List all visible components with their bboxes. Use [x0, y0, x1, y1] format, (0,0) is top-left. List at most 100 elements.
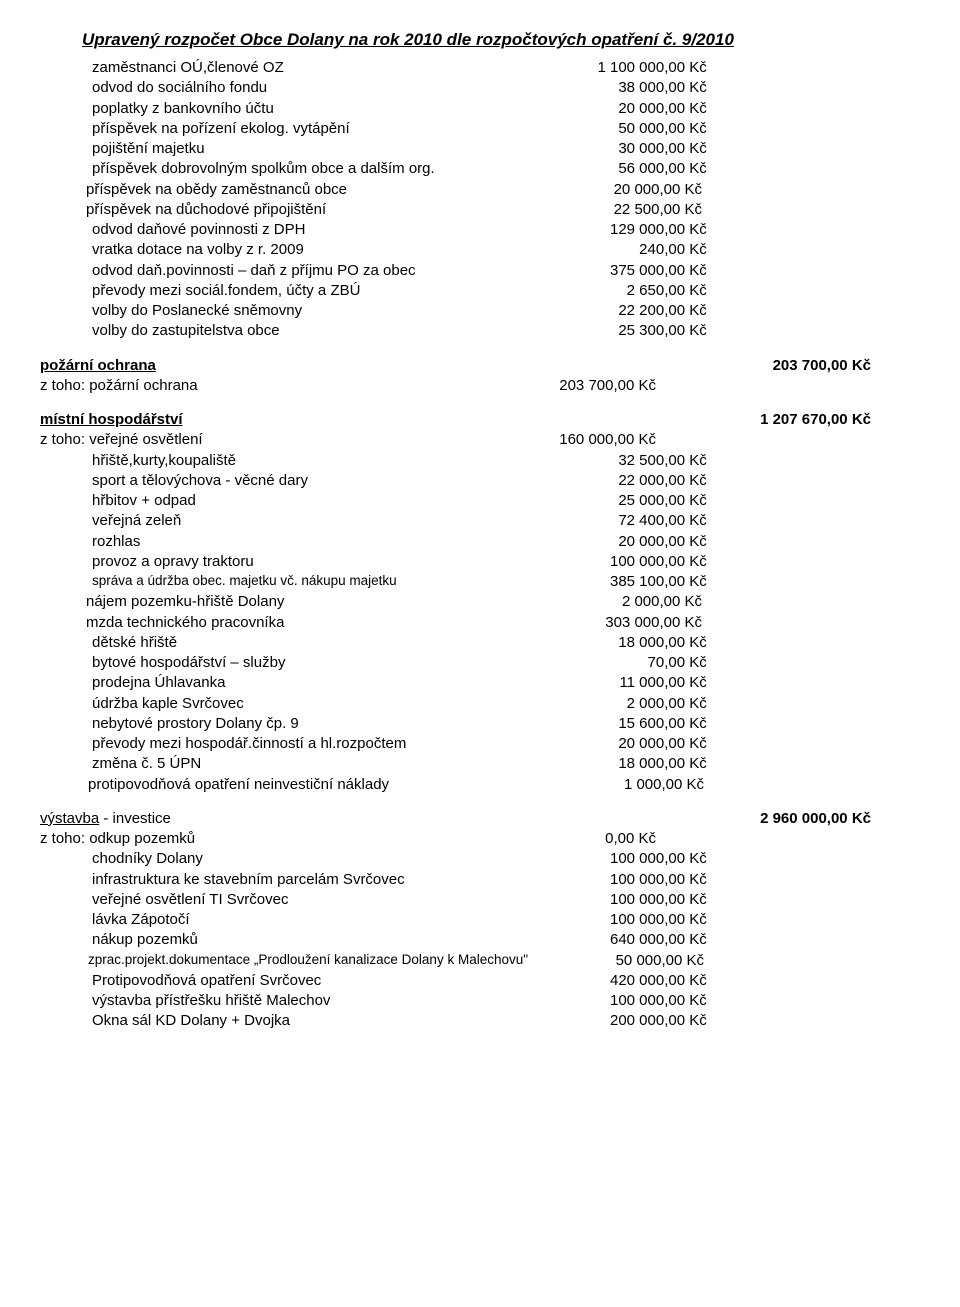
line-item: poplatky z bankovního účtu20 000,00 Kč — [40, 99, 920, 119]
line-value: 20 000,00 Kč — [552, 99, 707, 119]
line-label: prodejna Úhlavanka — [40, 673, 552, 693]
line-value: 385 100,00 Kč — [552, 572, 707, 592]
line-value: 20 000,00 Kč — [552, 734, 707, 754]
line-item: odvod daňové povinnosti z DPH129 000,00 … — [40, 220, 920, 240]
line-item: příspěvek na pořízení ekolog. vytápění50… — [40, 119, 920, 139]
line-item: nákup pozemků640 000,00 Kč — [40, 930, 920, 950]
line-value: 100 000,00 Kč — [552, 849, 707, 869]
line-value: 11 000,00 Kč — [552, 673, 707, 693]
line-value: 50 000,00 Kč — [552, 119, 707, 139]
line-item: lávka Zápotočí100 000,00 Kč — [40, 910, 920, 930]
line-item: z toho: veřejné osvětlení160 000,00 Kč — [40, 430, 920, 450]
page-title: Upravený rozpočet Obce Dolany na rok 201… — [82, 30, 920, 50]
section-title: výstavba — [40, 810, 99, 827]
line-item: dětské hřiště18 000,00 Kč — [40, 633, 920, 653]
line-item: příspěvek na obědy zaměstnanců obce20 00… — [40, 180, 920, 200]
line-label: nájem pozemku-hřiště Dolany — [40, 592, 546, 612]
line-value: 100 000,00 Kč — [552, 991, 707, 1011]
line-label: převody mezi sociál.fondem, účty a ZBÚ — [40, 281, 552, 301]
line-label: změna č. 5 ÚPN — [40, 754, 552, 774]
line-item: odvod do sociálního fondu38 000,00 Kč — [40, 78, 920, 98]
line-item: vratka dotace na volby z r. 2009240,00 K… — [40, 240, 920, 260]
line-value: 20 000,00 Kč — [552, 532, 707, 552]
line-item: Okna sál KD Dolany + Dvojka200 000,00 Kč — [40, 1011, 920, 1031]
line-item: provoz a opravy traktoru100 000,00 Kč — [40, 552, 920, 572]
line-item: prodejna Úhlavanka11 000,00 Kč — [40, 673, 920, 693]
line-label: převody mezi hospodář.činností a hl.rozp… — [40, 734, 552, 754]
line-item: z toho: požární ochrana203 700,00 Kč — [40, 376, 920, 396]
line-label: Okna sál KD Dolany + Dvojka — [40, 1011, 552, 1031]
line-value: 100 000,00 Kč — [552, 910, 707, 930]
line-value: 640 000,00 Kč — [552, 930, 707, 950]
line-label: dětské hřiště — [40, 633, 552, 653]
line-label: sport a tělovýchova - věcné dary — [40, 471, 552, 491]
line-item: příspěvek na důchodové připojištění22 50… — [40, 200, 920, 220]
line-label: odvod do sociálního fondu — [40, 78, 552, 98]
line-label: odvod daňové povinnosti z DPH — [40, 220, 552, 240]
line-label: chodníky Dolany — [40, 849, 552, 869]
line-label: příspěvek na důchodové připojištění — [40, 200, 546, 220]
line-value: 2 000,00 Kč — [552, 694, 707, 714]
section-tail: - investice — [99, 810, 171, 827]
section-title: požární ochrana — [40, 357, 156, 374]
line-value: 32 500,00 Kč — [552, 451, 707, 471]
line-value: 72 400,00 Kč — [552, 511, 707, 531]
line-item: z toho: odkup pozemků0,00 Kč — [40, 829, 920, 849]
section-header-pozarni: požární ochrana 203 700,00 Kč — [40, 356, 920, 376]
section-title: místní hospodářství — [40, 411, 183, 428]
line-value: 20 000,00 Kč — [546, 180, 702, 200]
line-label: hřiště,kurty,koupaliště — [40, 451, 552, 471]
line-value: 30 000,00 Kč — [552, 139, 707, 159]
line-label: z toho: požární ochrana — [40, 376, 500, 396]
line-label: správa a údržba obec. majetku vč. nákupu… — [40, 572, 552, 592]
line-item: nájem pozemku-hřiště Dolany2 000,00 Kč — [40, 592, 920, 612]
line-label: z toho: odkup pozemků — [40, 829, 500, 849]
line-value: 25 300,00 Kč — [552, 321, 707, 341]
line-item: správa a údržba obec. majetku vč. nákupu… — [40, 572, 920, 592]
line-label: bytové hospodářství – služby — [40, 653, 552, 673]
line-label: výstavba přístřešku hřiště Malechov — [40, 991, 552, 1011]
line-label: zprac.projekt.dokumentace „Prodloužení k… — [40, 951, 548, 971]
line-value: 1 100 000,00 Kč — [552, 58, 707, 78]
line-item: odvod daň.povinnosti – daň z příjmu PO z… — [40, 261, 920, 281]
line-label: nákup pozemků — [40, 930, 552, 950]
line-label: poplatky z bankovního účtu — [40, 99, 552, 119]
line-item: změna č. 5 ÚPN18 000,00 Kč — [40, 754, 920, 774]
line-label: pojištění majetku — [40, 139, 552, 159]
line-label: rozhlas — [40, 532, 552, 552]
line-item: sport a tělovýchova - věcné dary22 000,0… — [40, 471, 920, 491]
line-item: pojištění majetku30 000,00 Kč — [40, 139, 920, 159]
line-item: výstavba přístřešku hřiště Malechov100 0… — [40, 991, 920, 1011]
line-value: 0,00 Kč — [500, 829, 656, 849]
line-item: zaměstnanci OÚ,členové OZ1 100 000,00 Kč — [40, 58, 920, 78]
line-label: Protipovodňová opatření Svrčovec — [40, 971, 552, 991]
line-label: veřejná zeleň — [40, 511, 552, 531]
line-label: mzda technického pracovníka — [40, 613, 546, 633]
line-value: 100 000,00 Kč — [552, 870, 707, 890]
line-value: 240,00 Kč — [552, 240, 707, 260]
line-item: infrastruktura ke stavebním parcelám Svr… — [40, 870, 920, 890]
line-item: nebytové prostory Dolany čp. 915 600,00 … — [40, 714, 920, 734]
line-value: 375 000,00 Kč — [552, 261, 707, 281]
line-value: 38 000,00 Kč — [552, 78, 707, 98]
line-label: protipovodňová opatření neinvestiční nák… — [40, 775, 548, 795]
line-label: veřejné osvětlení TI Svrčovec — [40, 890, 552, 910]
line-value: 56 000,00 Kč — [552, 159, 707, 179]
section-total: 1 207 670,00 Kč — [656, 410, 871, 430]
line-value: 100 000,00 Kč — [552, 890, 707, 910]
line-label: příspěvek na pořízení ekolog. vytápění — [40, 119, 552, 139]
line-value: 303 000,00 Kč — [546, 613, 702, 633]
line-label: nebytové prostory Dolany čp. 9 — [40, 714, 552, 734]
line-label: údržba kaple Svrčovec — [40, 694, 552, 714]
line-value: 18 000,00 Kč — [552, 754, 707, 774]
line-label: infrastruktura ke stavebním parcelám Svr… — [40, 870, 552, 890]
line-item: mzda technického pracovníka303 000,00 Kč — [40, 613, 920, 633]
line-value: 100 000,00 Kč — [552, 552, 707, 572]
line-label: provoz a opravy traktoru — [40, 552, 552, 572]
line-label: příspěvek na obědy zaměstnanců obce — [40, 180, 546, 200]
section-header-vystavba: výstavba - investice 2 960 000,00 Kč — [40, 809, 920, 829]
line-item: údržba kaple Svrčovec2 000,00 Kč — [40, 694, 920, 714]
line-item: zprac.projekt.dokumentace „Prodloužení k… — [40, 951, 920, 971]
line-item: hřbitov + odpad25 000,00 Kč — [40, 491, 920, 511]
line-value: 2 650,00 Kč — [552, 281, 707, 301]
